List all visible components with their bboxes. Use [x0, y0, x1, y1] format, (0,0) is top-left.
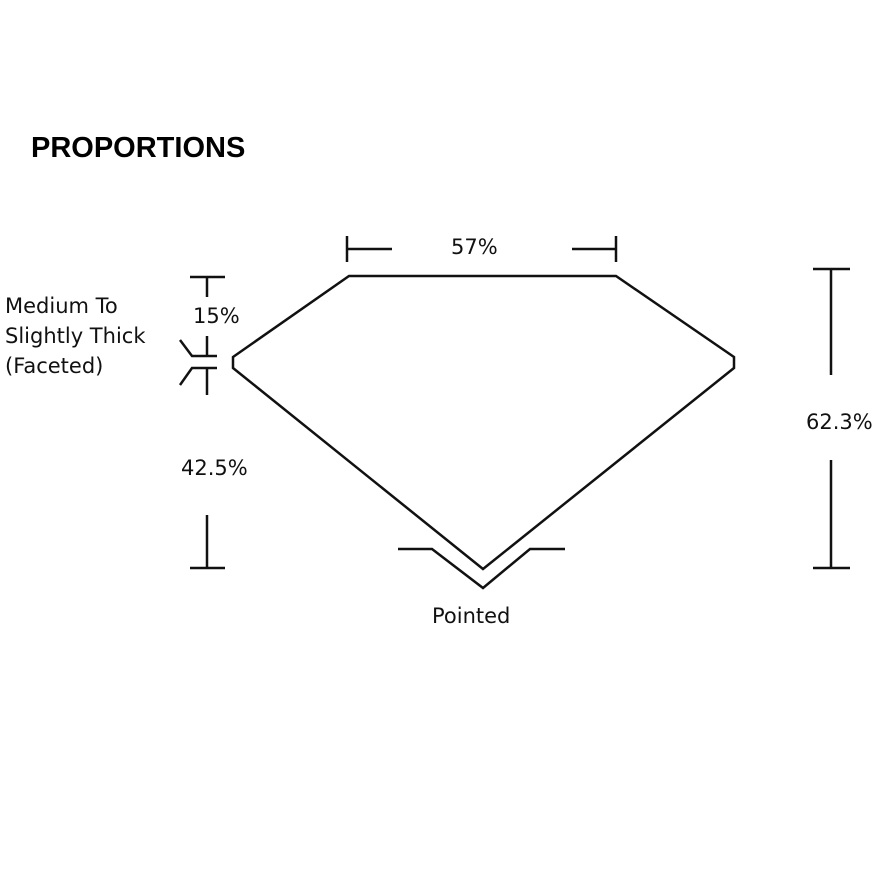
pavilion-dimension [190, 515, 225, 570]
culet-label: Pointed [432, 604, 511, 628]
girdle-marker [178, 336, 217, 395]
pavilion-label: 42.5% [181, 456, 248, 480]
crown-label: 15% [193, 304, 240, 328]
table-label: 57% [451, 235, 498, 259]
girdle-label: Medium To Slightly Thick (Faceted) [5, 294, 146, 378]
depth-dimension [813, 267, 850, 570]
culet-marker [398, 547, 565, 590]
depth-label: 62.3% [806, 410, 873, 434]
crown-dimension [190, 275, 225, 297]
diamond-outline [231, 274, 736, 571]
page-title: PROPORTIONS [31, 132, 246, 164]
table-dimension [345, 236, 618, 262]
